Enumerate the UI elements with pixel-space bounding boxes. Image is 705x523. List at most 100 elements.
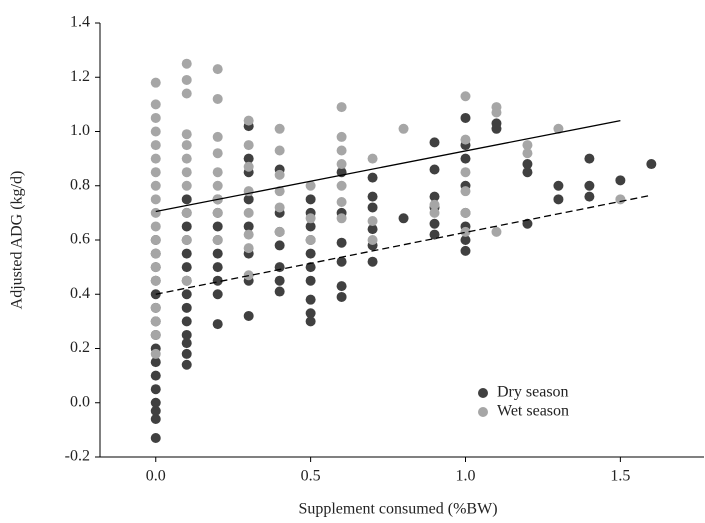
point — [305, 316, 316, 327]
point — [274, 123, 285, 134]
point — [212, 248, 223, 259]
point — [367, 224, 378, 235]
point — [584, 153, 595, 164]
point — [305, 180, 316, 191]
point — [305, 308, 316, 319]
point — [212, 207, 223, 218]
point — [181, 329, 192, 340]
point — [212, 275, 223, 286]
point — [181, 348, 192, 359]
y-tick-label: 1.0 — [70, 122, 90, 139]
point — [367, 172, 378, 183]
point — [336, 145, 347, 156]
point — [460, 245, 471, 256]
point — [460, 226, 471, 237]
point — [150, 194, 161, 205]
point — [522, 140, 533, 151]
point — [150, 329, 161, 340]
point — [181, 248, 192, 259]
point — [274, 186, 285, 197]
point — [150, 433, 161, 444]
point — [150, 126, 161, 137]
point — [243, 194, 254, 205]
point — [274, 202, 285, 213]
point — [212, 235, 223, 245]
y-axis-label: Adjusted ADG (kg/d) — [9, 171, 26, 310]
y-tick-label: 1.2 — [70, 68, 90, 85]
point — [584, 191, 595, 202]
point — [522, 159, 533, 170]
point — [181, 153, 192, 164]
point — [460, 134, 471, 145]
point — [429, 191, 440, 202]
point — [181, 74, 192, 85]
point — [150, 262, 161, 273]
point — [336, 102, 347, 113]
legend-label: Dry season — [497, 384, 569, 401]
point — [429, 164, 440, 175]
point — [336, 180, 347, 191]
point — [181, 316, 192, 327]
point — [522, 218, 533, 229]
point — [491, 118, 502, 129]
point — [460, 112, 471, 123]
point — [212, 319, 223, 330]
point — [367, 153, 378, 164]
point — [150, 248, 161, 259]
point — [460, 167, 471, 178]
point — [553, 123, 564, 134]
point — [181, 302, 192, 313]
point — [181, 235, 192, 245]
point — [336, 197, 347, 208]
point — [243, 207, 254, 218]
point — [429, 207, 440, 218]
point — [553, 180, 564, 191]
point — [212, 180, 223, 191]
point — [243, 310, 254, 321]
trend-line — [155, 120, 621, 213]
x-tick-label: 0.5 — [301, 468, 321, 485]
point — [367, 216, 378, 227]
point — [150, 302, 161, 313]
point — [336, 213, 347, 224]
point — [181, 88, 192, 99]
point — [646, 159, 657, 170]
point — [150, 140, 161, 151]
point — [150, 414, 161, 425]
point — [181, 338, 192, 349]
x-tick-label: 0.0 — [146, 468, 166, 485]
point — [429, 229, 440, 240]
point — [212, 148, 223, 159]
point — [150, 348, 161, 359]
point — [150, 153, 161, 164]
point — [367, 256, 378, 267]
point — [243, 243, 254, 254]
point — [212, 221, 223, 232]
point — [150, 275, 161, 286]
point — [150, 384, 161, 395]
point — [150, 180, 161, 191]
point — [336, 256, 347, 267]
point — [367, 191, 378, 202]
point — [181, 180, 192, 191]
point — [274, 145, 285, 156]
point — [150, 207, 161, 218]
point — [181, 275, 192, 286]
point — [150, 77, 161, 88]
point — [336, 291, 347, 302]
y-tick-label: 0.0 — [70, 393, 90, 410]
point — [305, 248, 316, 259]
trend-line — [155, 194, 652, 295]
point — [212, 167, 223, 178]
legend-marker — [478, 407, 488, 417]
y-tick-label: 1.4 — [70, 14, 90, 31]
point — [150, 221, 161, 232]
y-tick-label: 0.4 — [70, 285, 90, 302]
point — [305, 262, 316, 273]
point — [305, 194, 316, 205]
point — [243, 221, 254, 232]
point — [429, 199, 440, 210]
point — [181, 221, 192, 232]
point — [212, 262, 223, 273]
